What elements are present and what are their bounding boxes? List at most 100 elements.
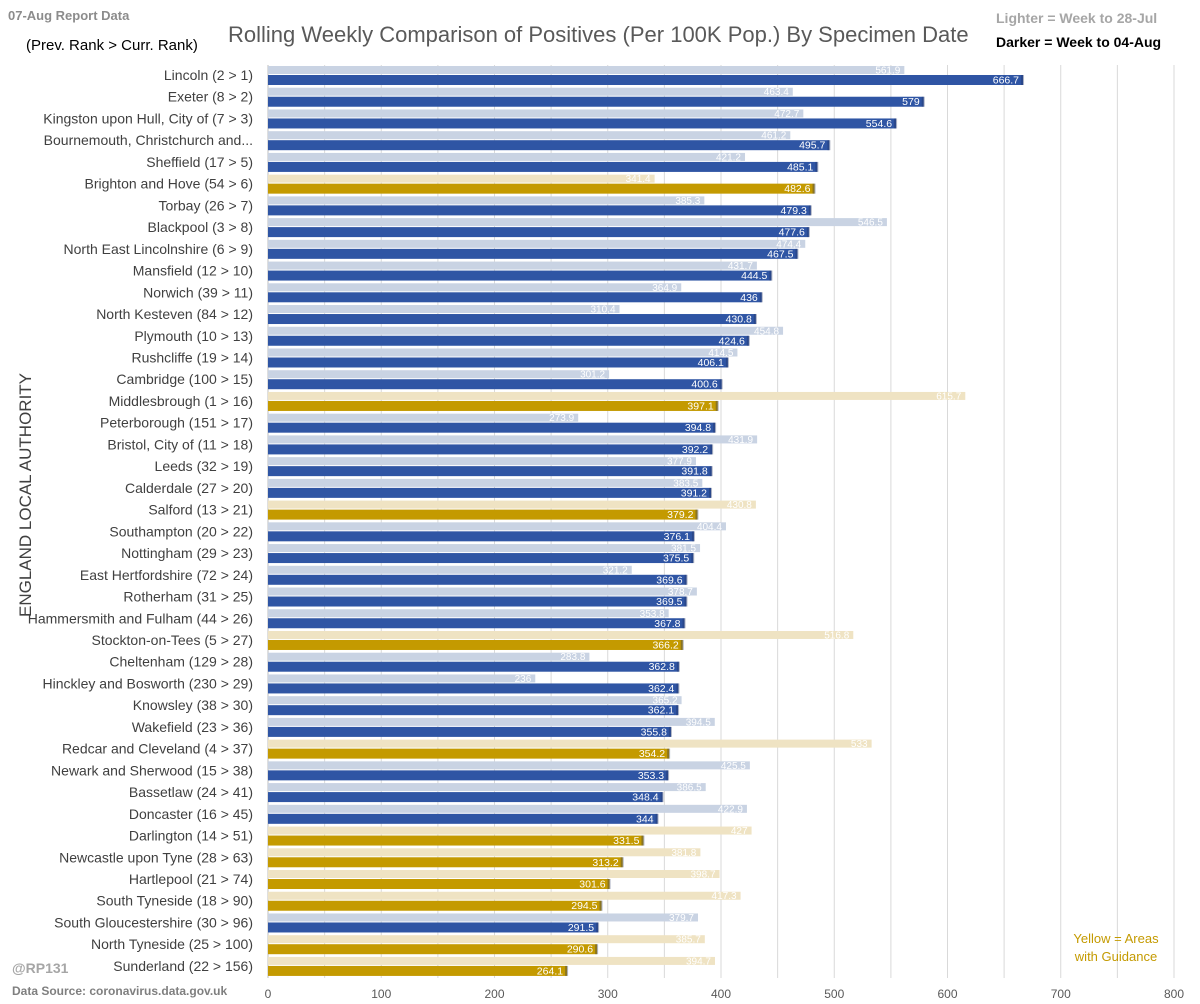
bar-curr-value-label: 355.8 bbox=[641, 726, 667, 738]
bar-prev-week bbox=[268, 239, 806, 248]
bar-curr-edge bbox=[655, 813, 659, 824]
bar-curr-edge bbox=[667, 748, 671, 759]
bar-prev-value-label: 381.5 bbox=[671, 544, 696, 555]
bar-curr-week bbox=[268, 639, 683, 650]
bar-prev-week bbox=[268, 956, 715, 965]
bar-curr-week bbox=[268, 379, 722, 390]
bar-prev-value-label: 561.9 bbox=[875, 66, 900, 77]
category-label: Nottingham (29 > 23) bbox=[121, 545, 253, 561]
rank-note: (Prev. Rank > Curr. Rank) bbox=[26, 37, 198, 54]
report-label: 07-Aug Report Data bbox=[8, 8, 130, 23]
bar-curr-week bbox=[268, 509, 698, 520]
bar-curr-value-label: 495.7 bbox=[799, 140, 825, 152]
bar-prev-value-label: 404.4 bbox=[697, 522, 722, 533]
bar-prev-value-label: 425.5 bbox=[721, 761, 746, 772]
bar-curr-edge bbox=[682, 618, 686, 629]
category-label: North East Lincolnshire (6 > 9) bbox=[64, 241, 253, 257]
bar-prev-week bbox=[268, 152, 746, 161]
twitter-handle: @RP131 bbox=[12, 960, 69, 976]
bar-prev-value-label: 394.7 bbox=[686, 956, 711, 967]
bar-curr-week bbox=[268, 75, 1024, 85]
bar-curr-week bbox=[268, 618, 685, 629]
bar-prev-week bbox=[268, 630, 854, 639]
bar-prev-value-label: 385.7 bbox=[676, 935, 701, 946]
bar-curr-edge bbox=[1021, 75, 1025, 85]
bar-curr-week bbox=[268, 792, 663, 803]
bar-prev-value-label: 378.7 bbox=[668, 587, 693, 598]
bar-curr-value-label: 444.5 bbox=[741, 270, 767, 282]
bar-prev-week bbox=[268, 739, 872, 748]
bar-curr-value-label: 477.6 bbox=[779, 227, 805, 239]
bar-prev-value-label: 394.5 bbox=[686, 717, 711, 728]
bar-prev-week bbox=[268, 218, 887, 227]
bar-curr-edge bbox=[715, 400, 719, 411]
bar-curr-value-label: 294.5 bbox=[571, 900, 597, 912]
x-tick-label: 400 bbox=[711, 987, 731, 1001]
category-label: Hartlepool (21 > 74) bbox=[129, 871, 253, 887]
bar-prev-value-label: 474.4 bbox=[776, 239, 801, 250]
bar-prev-value-label: 431.7 bbox=[728, 261, 753, 272]
bar-curr-edge bbox=[676, 661, 680, 672]
bar-prev-week bbox=[268, 305, 620, 314]
x-tick-label: 200 bbox=[484, 987, 504, 1001]
bar-curr-week bbox=[268, 140, 830, 151]
bar-curr-value-label: 391.8 bbox=[681, 466, 707, 478]
bar-prev-week bbox=[268, 935, 705, 944]
x-tick-label: 300 bbox=[598, 987, 618, 1001]
bar-curr-value-label: 331.5 bbox=[613, 835, 639, 847]
category-label: Peterborough (151 > 17) bbox=[100, 415, 253, 431]
bar-curr-week bbox=[268, 227, 809, 238]
bar-curr-edge bbox=[596, 922, 600, 933]
bar-curr-week bbox=[268, 661, 679, 672]
bar-curr-edge bbox=[709, 466, 713, 477]
bar-curr-edge bbox=[676, 705, 680, 716]
bar-curr-week bbox=[268, 531, 694, 542]
bar-curr-edge bbox=[753, 314, 757, 325]
bar-curr-edge bbox=[666, 770, 670, 781]
yellow-guidance-note: Yellow = Areas with Guidance bbox=[1073, 931, 1159, 964]
x-tick-labels: 0 100 200 300 400 500 600 700 800 bbox=[265, 987, 1185, 1001]
category-label: Exeter (8 > 2) bbox=[168, 89, 253, 105]
bar-curr-week bbox=[268, 835, 644, 846]
bar-curr-edge bbox=[769, 270, 773, 281]
bar-curr-value-label: 353.3 bbox=[638, 770, 664, 782]
bar-curr-value-label: 354.2 bbox=[639, 748, 665, 760]
chart-title: Rolling Weekly Comparison of Positives (… bbox=[228, 22, 969, 47]
bar-curr-value-label: 394.8 bbox=[685, 422, 711, 434]
bar-prev-value-label: 615.7 bbox=[936, 391, 961, 402]
bar-curr-value-label: 467.5 bbox=[767, 248, 793, 260]
bar-prev-week bbox=[268, 783, 706, 792]
bar-curr-value-label: 366.2 bbox=[652, 639, 678, 651]
bar-prev-value-label: 383.5 bbox=[673, 478, 698, 489]
x-tick-label: 500 bbox=[824, 987, 844, 1001]
category-label: Calderdale (27 > 20) bbox=[125, 480, 253, 496]
bar-prev-week bbox=[268, 565, 632, 574]
x-tick-label: 0 bbox=[265, 987, 272, 1001]
bar-curr-value-label: 344 bbox=[636, 813, 654, 825]
category-label: Redcar and Cleveland (4 > 37) bbox=[62, 741, 253, 757]
bar-curr-edge bbox=[691, 553, 695, 564]
bar-curr-week bbox=[268, 857, 623, 868]
legend-darker: Darker = Week to 04-Aug bbox=[996, 34, 1162, 50]
category-label: Salford (13 > 21) bbox=[148, 502, 253, 518]
bar-curr-value-label: 301.6 bbox=[579, 879, 605, 891]
bar-curr-week bbox=[268, 813, 658, 824]
bar-curr-edge bbox=[719, 379, 723, 390]
bar-curr-value-label: 379.2 bbox=[667, 509, 693, 521]
bar-prev-week bbox=[268, 544, 701, 553]
bar-curr-value-label: 485.1 bbox=[787, 161, 813, 173]
bar-curr-edge bbox=[815, 161, 819, 172]
bar-prev-week bbox=[268, 652, 590, 661]
bar-curr-edge bbox=[565, 965, 569, 976]
bar-prev-value-label: 516.8 bbox=[824, 630, 849, 641]
category-label: Blackpool (3 > 8) bbox=[148, 219, 253, 235]
category-label: South Gloucestershire (30 > 96) bbox=[54, 914, 253, 930]
bar-curr-week bbox=[268, 965, 568, 976]
bar-curr-value-label: 482.6 bbox=[784, 183, 810, 195]
bar-curr-edge bbox=[808, 205, 812, 216]
data-source: Data Source: coronavirus.data.gov.uk bbox=[12, 984, 228, 998]
bar-prev-week bbox=[268, 348, 738, 357]
bar-curr-value-label: 479.3 bbox=[781, 205, 807, 217]
bar-prev-week bbox=[268, 370, 610, 379]
bar-prev-value-label: 364.9 bbox=[652, 283, 677, 294]
